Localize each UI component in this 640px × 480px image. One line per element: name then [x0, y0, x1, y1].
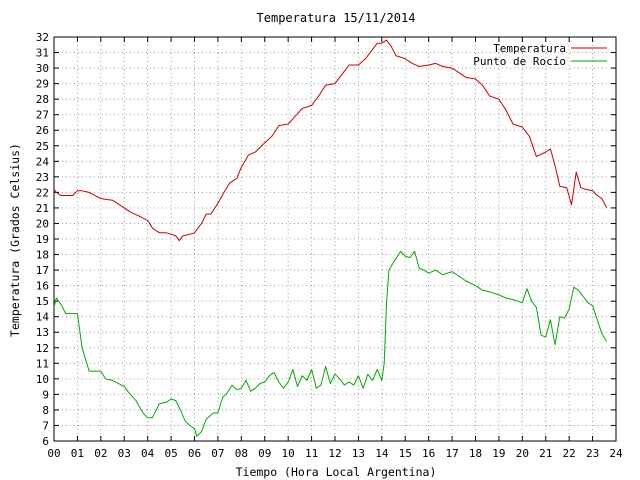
- series-lines: [53, 39, 608, 437]
- x-tick-label: 07: [211, 447, 224, 460]
- x-tick-label: 10: [282, 447, 295, 460]
- y-axis-tick-labels: 6 7 8 9 10 11 12 13 14 15 16 17 18 19 20 21 22 23 24 25 26 27…: [36, 31, 50, 448]
- y-tick-label: 20: [36, 217, 49, 230]
- x-tick-label: 02: [94, 447, 107, 460]
- y-tick-label: 16: [36, 280, 49, 293]
- y-tick-label: 12: [36, 342, 49, 355]
- x-tick-label: 20: [516, 447, 529, 460]
- y-tick-label: 28: [36, 93, 49, 106]
- x-tick-label: 11: [305, 447, 318, 460]
- x-tick-label: 16: [422, 447, 435, 460]
- y-tick-label: 25: [36, 140, 49, 153]
- y-tick-label: 15: [36, 295, 49, 308]
- chart-title: Temperatura 15/11/2014: [257, 11, 416, 25]
- y-axis-title: Temperatura (Grados Celsius): [8, 143, 22, 337]
- x-tick-label: 01: [71, 447, 84, 460]
- x-tick-label: 18: [469, 447, 482, 460]
- series-line-temperatura: [53, 39, 608, 242]
- y-tick-label: 32: [36, 31, 49, 44]
- y-tick-label: 21: [36, 202, 49, 215]
- x-tick-label: 19: [492, 447, 505, 460]
- y-tick-label: 19: [36, 233, 49, 246]
- x-tick-label: 06: [188, 447, 201, 460]
- y-tick-label: 22: [36, 186, 49, 199]
- legend-label-punto-de-rocio: Punto de Rocío: [473, 55, 566, 68]
- x-tick-label: 14: [375, 447, 389, 460]
- x-tick-label: 03: [118, 447, 131, 460]
- axis-ticks: [53, 36, 617, 442]
- y-tick-label: 17: [36, 264, 49, 277]
- x-tick-label: 22: [563, 447, 576, 460]
- x-tick-label: 05: [164, 447, 177, 460]
- x-tick-label: 04: [141, 447, 155, 460]
- x-tick-label: 09: [258, 447, 271, 460]
- x-tick-label: 12: [328, 447, 341, 460]
- y-tick-label: 23: [36, 171, 49, 184]
- x-tick-label: 23: [586, 447, 599, 460]
- x-tick-label: 17: [445, 447, 458, 460]
- y-tick-label: 26: [36, 124, 49, 137]
- legend: Temperatura Punto de Rocío: [473, 42, 607, 68]
- y-tick-label: 27: [36, 109, 49, 122]
- series-line-punto-de-rocio: [53, 250, 608, 437]
- x-axis-title: Tiempo (Hora Local Argentina): [236, 465, 437, 479]
- y-tick-label: 11: [36, 357, 49, 370]
- y-tick-label: 31: [36, 47, 49, 60]
- x-tick-label: 00: [47, 447, 60, 460]
- y-tick-label: 29: [36, 78, 49, 91]
- y-tick-label: 6: [42, 435, 49, 448]
- y-tick-label: 14: [36, 311, 50, 324]
- x-tick-label: 24: [609, 447, 623, 460]
- x-tick-label: 13: [352, 447, 365, 460]
- y-tick-label: 10: [36, 373, 49, 386]
- y-tick-label: 7: [42, 419, 49, 432]
- legend-label-temperatura: Temperatura: [493, 42, 566, 55]
- y-tick-label: 24: [36, 155, 50, 168]
- x-axis-tick-labels: 00 01 02 03 04 05 06 07 08 09 10 11 12 13 14 15 16 17 18 19…: [47, 447, 623, 460]
- y-tick-label: 9: [42, 388, 49, 401]
- y-tick-label: 13: [36, 326, 49, 339]
- y-tick-label: 18: [36, 249, 49, 262]
- x-tick-label: 08: [235, 447, 248, 460]
- x-tick-label: 21: [539, 447, 552, 460]
- x-tick-label: 15: [399, 447, 412, 460]
- y-tick-label: 8: [42, 404, 49, 417]
- y-tick-label: 30: [36, 62, 49, 75]
